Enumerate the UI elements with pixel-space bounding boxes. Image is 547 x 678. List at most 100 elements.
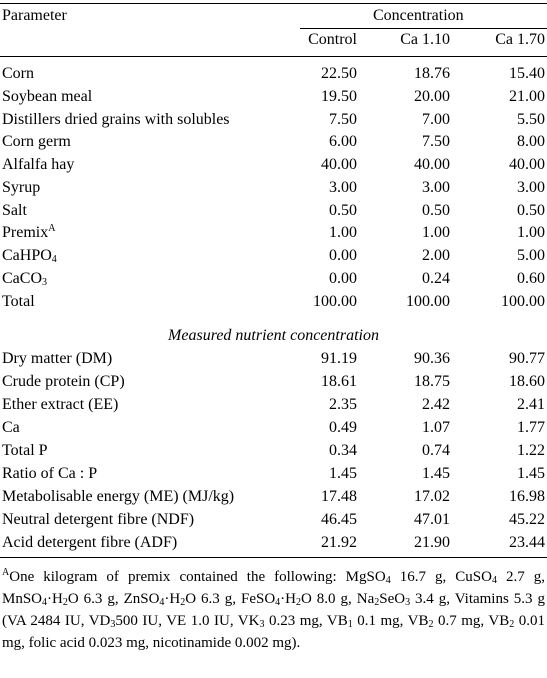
table-row: Corn 22.50 18.76 15.40 <box>0 63 547 85</box>
cell-control: 46.45 <box>321 511 357 528</box>
row-label: Acid detergent fibre (ADF) <box>2 534 178 551</box>
cell-control: 22.50 <box>321 65 357 82</box>
cell-ca170: 1.45 <box>517 465 545 482</box>
cell-ca110: 2.00 <box>422 247 450 264</box>
row-label: Total <box>2 292 35 310</box>
measured-heading: Measured nutrient concentration <box>168 327 379 344</box>
cell-ca110: 40.00 <box>414 156 450 173</box>
header-bottom-rule <box>0 56 547 57</box>
cell-control: 6.00 <box>329 133 357 151</box>
cell-ca170: 21.00 <box>509 87 545 105</box>
table-row: PremixA 1.00 1.00 1.00 <box>0 222 547 244</box>
cell-control: 3.00 <box>329 178 357 196</box>
cell-ca110: 1.45 <box>422 465 450 482</box>
table-row: CaHPO4 0.00 2.00 5.00 <box>0 245 547 267</box>
cell-ca170: 1.77 <box>517 419 545 436</box>
header-parameter: Parameter <box>2 7 67 24</box>
table-row: Corn germ 6.00 7.50 8.00 <box>0 131 547 153</box>
row-label: Dry matter (DM) <box>2 350 113 367</box>
row-label: Corn germ <box>2 133 71 151</box>
table-row: Total 100.00 100.00 100.00 <box>0 291 547 313</box>
row-label: Ca <box>2 419 20 436</box>
cell-ca110: 0.24 <box>422 269 450 287</box>
cell-ca110: 21.90 <box>414 534 450 551</box>
header-ca170: Ca 1.70 <box>495 31 545 48</box>
row-label: Syrup <box>2 178 41 196</box>
cell-ca110: 0.74 <box>422 442 450 459</box>
cell-control: 0.34 <box>329 442 357 459</box>
row-label: CaCO3 <box>2 269 47 288</box>
cell-ca110: 7.00 <box>422 110 450 128</box>
table-row: CaCO3 0.00 0.24 0.60 <box>0 268 547 290</box>
row-label: Corn <box>2 65 34 82</box>
header-row-1: Parameter Concentration <box>0 5 547 27</box>
row-label: Ether extract (EE) <box>2 396 119 413</box>
table-bottom-rule <box>0 557 547 558</box>
cell-ca170: 0.60 <box>517 269 545 287</box>
row-label: Crude protein (CP) <box>2 373 125 390</box>
cell-control: 17.48 <box>321 488 357 505</box>
table-row: Soybean meal 19.50 20.00 21.00 <box>0 86 547 108</box>
table-row: Ether extract (EE) 2.35 2.42 2.41 <box>0 394 547 416</box>
cell-ca110: 1.07 <box>422 419 450 436</box>
cell-control: 1.00 <box>329 224 357 242</box>
cell-ca110: 18.76 <box>414 65 450 82</box>
cell-ca110: 47.01 <box>414 511 450 528</box>
row-label: PremixA <box>2 223 56 242</box>
table-row: Crude protein (CP) 18.61 18.75 18.60 <box>0 371 547 393</box>
cell-ca170: 23.44 <box>509 534 545 551</box>
cell-ca170: 16.98 <box>509 488 545 505</box>
measured-heading-row: Measured nutrient concentration <box>0 325 547 347</box>
cell-control: 0.49 <box>329 419 357 436</box>
cell-ca110: 18.75 <box>414 373 450 390</box>
cell-ca110: 90.36 <box>414 350 450 367</box>
cell-ca170: 5.00 <box>517 247 545 264</box>
table-row: Distillers dried grains with solubles 7.5… <box>0 109 547 131</box>
cell-control: 91.19 <box>321 350 357 367</box>
cell-control: 1.45 <box>329 465 357 482</box>
table-row: Ca 0.49 1.07 1.77 <box>0 417 547 439</box>
cell-ca110: 100.00 <box>406 292 450 310</box>
cell-ca110: 7.50 <box>422 133 450 151</box>
header-row-2: Control Ca 1.10 Ca 1.70 <box>0 29 547 51</box>
cell-control: 0.50 <box>329 201 357 219</box>
cell-ca110: 3.00 <box>422 178 450 196</box>
row-label: CaHPO4 <box>2 247 57 265</box>
row-label: Alfalfa hay <box>2 156 75 173</box>
table-row: Syrup 3.00 3.00 3.00 <box>0 177 547 199</box>
cell-control: 2.35 <box>329 396 357 413</box>
table-row: Alfalfa hay 40.00 40.00 40.00 <box>0 154 547 176</box>
row-label: Ratio of Ca : P <box>2 465 98 482</box>
cell-ca170: 1.00 <box>517 224 545 242</box>
cell-control: 18.61 <box>321 373 357 390</box>
cell-ca110: 2.42 <box>422 396 450 413</box>
concentration-span-rule <box>300 28 547 29</box>
cell-ca170: 45.22 <box>509 511 545 528</box>
cell-control: 0.00 <box>329 247 357 264</box>
cell-control: 100.00 <box>313 292 357 310</box>
cell-ca170: 3.00 <box>517 178 545 196</box>
cell-ca170: 1.22 <box>517 442 545 459</box>
cell-ca170: 15.40 <box>509 65 545 82</box>
cell-control: 40.00 <box>321 156 357 173</box>
table-row: Neutral detergent fibre (NDF) 46.45 47.01 4… <box>0 509 547 531</box>
cell-ca110: 0.50 <box>422 201 450 219</box>
table-top-rule <box>0 3 547 4</box>
row-label: Soybean meal <box>2 87 93 105</box>
row-label: Neutral detergent fibre (NDF) <box>2 511 195 528</box>
table-row: Ratio of Ca : P 1.45 1.45 1.45 <box>0 463 547 485</box>
table-row: Dry matter (DM) 91.19 90.36 90.77 <box>0 348 547 370</box>
cell-ca170: 18.60 <box>509 373 545 390</box>
row-label: Salt <box>2 201 27 219</box>
cell-control: 0.00 <box>329 269 357 287</box>
cell-ca170: 0.50 <box>517 201 545 219</box>
table-row: Acid detergent fibre (ADF) 21.92 21.90 23.4… <box>0 532 547 554</box>
cell-ca170: 8.00 <box>517 133 545 151</box>
premix-footnote: AOne kilogram of premix contained the fo… <box>2 567 546 652</box>
cell-control: 21.92 <box>321 534 357 551</box>
cell-control: 7.50 <box>329 110 357 128</box>
cell-ca170: 40.00 <box>509 156 545 173</box>
cell-ca170: 90.77 <box>509 350 545 367</box>
table-row: Salt 0.50 0.50 0.50 <box>0 200 547 222</box>
